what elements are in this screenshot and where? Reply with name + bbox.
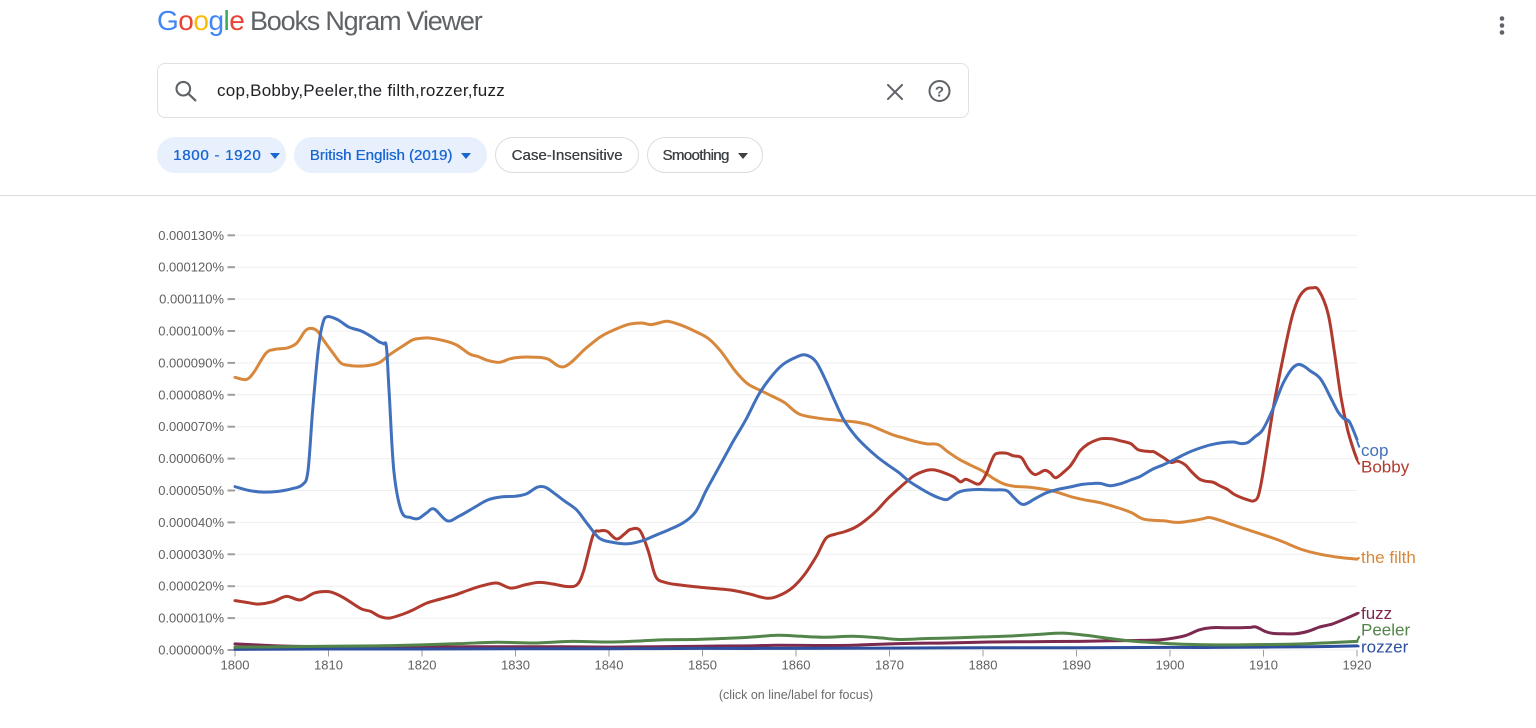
svg-text:1860: 1860 xyxy=(782,658,811,673)
svg-text:0.000130%: 0.000130% xyxy=(158,228,224,243)
svg-text:cop: cop xyxy=(1361,441,1388,460)
svg-text:the filth: the filth xyxy=(1361,548,1416,567)
svg-text:?: ? xyxy=(935,84,944,101)
svg-text:1890: 1890 xyxy=(1062,658,1091,673)
svg-text:(click on line/label for focus: (click on line/label for focus) xyxy=(719,688,873,702)
svg-text:1920: 1920 xyxy=(1343,658,1372,673)
svg-text:1800: 1800 xyxy=(221,658,250,673)
svg-text:Peeler: Peeler xyxy=(1361,621,1410,640)
svg-text:0.000100%: 0.000100% xyxy=(158,324,224,339)
svg-text:fuzz: fuzz xyxy=(1361,604,1392,623)
svg-text:0.000040%: 0.000040% xyxy=(158,515,224,530)
svg-text:0.000080%: 0.000080% xyxy=(158,387,224,402)
svg-text:rozzer: rozzer xyxy=(1361,638,1409,657)
svg-text:1810: 1810 xyxy=(314,658,343,673)
svg-text:1870: 1870 xyxy=(875,658,904,673)
svg-text:1850: 1850 xyxy=(688,658,717,673)
svg-text:1900: 1900 xyxy=(1156,658,1185,673)
svg-text:1820: 1820 xyxy=(408,658,437,673)
svg-text:1910: 1910 xyxy=(1249,658,1278,673)
svg-text:0.000020%: 0.000020% xyxy=(158,579,224,594)
svg-text:0.000110%: 0.000110% xyxy=(159,292,224,307)
svg-text:0.000000%: 0.000000% xyxy=(158,643,224,658)
svg-text:0.000050%: 0.000050% xyxy=(158,483,224,498)
svg-text:1830: 1830 xyxy=(501,658,530,673)
svg-text:0.000090%: 0.000090% xyxy=(158,355,224,370)
svg-text:Bobby: Bobby xyxy=(1361,458,1410,477)
svg-text:0.000060%: 0.000060% xyxy=(158,451,224,466)
svg-text:1880: 1880 xyxy=(969,658,998,673)
svg-text:0.000120%: 0.000120% xyxy=(158,260,224,275)
svg-text:0.000030%: 0.000030% xyxy=(158,547,224,562)
svg-text:0.000010%: 0.000010% xyxy=(158,611,224,626)
svg-text:0.000070%: 0.000070% xyxy=(158,419,224,434)
svg-text:1840: 1840 xyxy=(595,658,624,673)
